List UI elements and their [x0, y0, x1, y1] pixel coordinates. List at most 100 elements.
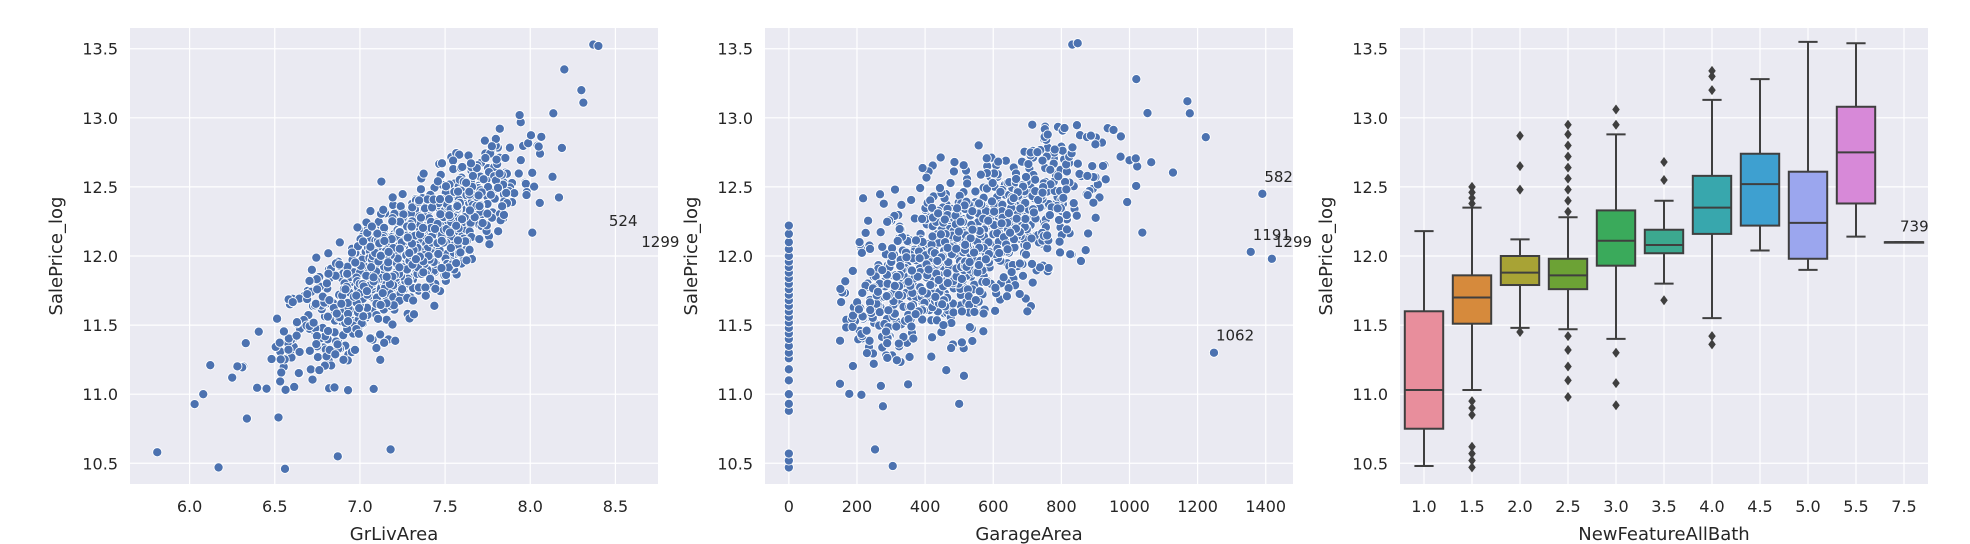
- scatter-point: [279, 463, 291, 474]
- flier-point: [1564, 173, 1572, 184]
- scatter-point: [423, 234, 434, 246]
- scatter-point: [385, 444, 396, 455]
- scatter-point: [1142, 108, 1153, 119]
- scatter-point: [987, 177, 998, 189]
- scatter-point: [958, 160, 969, 171]
- scatter-point: [932, 255, 943, 267]
- scatter-point: [893, 290, 904, 301]
- scatter-point: [514, 110, 525, 121]
- scatter-point: [783, 228, 794, 239]
- scatter-point: [925, 279, 936, 290]
- flier-point: [1564, 344, 1572, 355]
- scatter-point: [252, 382, 263, 393]
- flier-point: [1564, 140, 1572, 151]
- box-4.0: [1691, 65, 1733, 350]
- scatter-point: [527, 227, 538, 238]
- box-2.5: [1547, 119, 1589, 402]
- scatter-point: [1090, 139, 1101, 150]
- scatter-point: [479, 135, 490, 146]
- scatter-point: [1008, 193, 1019, 204]
- scatter-point: [981, 276, 992, 288]
- scatter-point: [863, 215, 874, 226]
- scatter-point: [996, 218, 1007, 229]
- flier-point: [1468, 409, 1476, 420]
- scatter-point: [434, 194, 446, 205]
- scatter-point: [492, 182, 504, 193]
- scatter-point: [440, 181, 452, 192]
- point-annotation: 739: [1900, 217, 1929, 235]
- y-tick-label: 13.5: [82, 40, 118, 59]
- x-tick-label: 6.5: [262, 497, 287, 516]
- scatter-point: [889, 184, 901, 195]
- scatter-point: [394, 262, 405, 273]
- scatter-point: [834, 378, 846, 389]
- scatter-point: [276, 367, 287, 378]
- x-tick-label: 2.5: [1555, 497, 1580, 516]
- scatter-point: [986, 196, 998, 207]
- scatter-point: [1054, 247, 1066, 258]
- scatter-point: [1037, 187, 1048, 198]
- scatter-point: [783, 389, 794, 400]
- scatter-point: [1026, 233, 1037, 244]
- point-annotation: 582: [1264, 168, 1293, 186]
- scatter-point: [1137, 227, 1148, 238]
- y-tick-label: 11.5: [717, 316, 753, 335]
- scatter-point: [394, 243, 405, 254]
- scatter-point: [429, 300, 440, 311]
- scatter-point: [783, 364, 794, 375]
- y-tick-label: 13.5: [1352, 40, 1388, 59]
- scatter-point: [501, 187, 512, 198]
- scatter-point: [383, 257, 394, 268]
- box-body: [1691, 174, 1733, 235]
- scatter-point: [332, 339, 343, 350]
- scatter-point: [504, 142, 515, 153]
- point-annotation: 1299: [1274, 233, 1312, 251]
- scatter-point: [361, 286, 372, 297]
- scatter-point: [291, 317, 302, 328]
- scatter-point: [942, 268, 953, 279]
- scatter-point: [1020, 171, 1032, 183]
- flier-point: [1564, 151, 1572, 162]
- scatter-point: [906, 194, 917, 206]
- box-1.0: [1403, 230, 1445, 468]
- scatter-point: [968, 247, 980, 258]
- scatter-point: [310, 298, 321, 309]
- box-body: [1739, 152, 1781, 227]
- scatter-point: [232, 361, 243, 372]
- scatter-point: [1083, 228, 1094, 239]
- scatter-point: [844, 388, 855, 399]
- scatter-point: [847, 361, 858, 372]
- scatter-point: [436, 262, 447, 274]
- flier-point: [1516, 184, 1524, 195]
- garagearea-scatter-panel: 10.5 11.0 11.5 12.0 12.5 13.0 13.5 0 200 400 600 80…: [681, 28, 1312, 544]
- scatter-point: [1052, 203, 1063, 214]
- scatter-point: [1032, 147, 1043, 158]
- scatter-point: [1090, 212, 1101, 223]
- scatter-point: [1071, 210, 1082, 221]
- scatter-point: [461, 177, 472, 188]
- flier-point: [1708, 331, 1716, 342]
- scatter-point: [783, 220, 794, 231]
- x-tick-label: 400: [910, 497, 941, 516]
- scatter-point: [927, 332, 938, 343]
- scatter-point: [415, 212, 426, 223]
- scatter-point: [410, 254, 421, 265]
- scatter-point: [451, 258, 462, 269]
- scatter-point: [213, 462, 224, 473]
- scatter-point: [998, 272, 1009, 283]
- scatter-point: [1042, 129, 1053, 140]
- flier-point: [1612, 119, 1620, 130]
- scatter-point: [946, 342, 957, 354]
- data-layer: [783, 38, 1277, 473]
- scatter-point: [869, 444, 881, 455]
- x-tick-label: 8.0: [518, 497, 543, 516]
- scatter-point: [418, 168, 429, 179]
- scatter-point: [1097, 160, 1109, 172]
- scatter-point: [547, 171, 558, 182]
- scatter-point: [578, 97, 589, 108]
- scatter-point: [358, 311, 369, 322]
- scatter-point: [938, 320, 949, 331]
- flier-point: [1468, 448, 1476, 459]
- flier-point: [1468, 455, 1476, 466]
- scatter-point: [877, 401, 888, 412]
